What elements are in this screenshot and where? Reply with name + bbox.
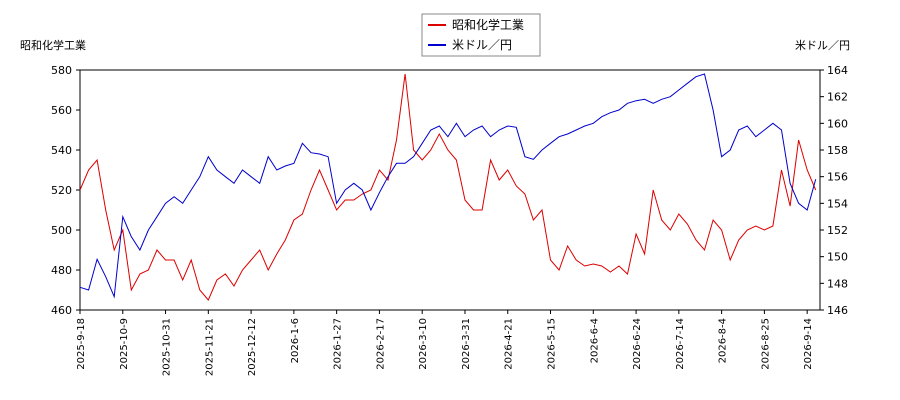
- y-tick-label: 520: [51, 184, 72, 197]
- y2-tick-label: 152: [827, 224, 848, 237]
- x-tick-label: 2026-6-4: [589, 318, 600, 363]
- y2-axis-title: 米ドル／円: [795, 39, 850, 52]
- y-tick-label: 580: [51, 64, 72, 77]
- x-tick-label: 2026-8-4: [718, 318, 729, 363]
- series-line: [79, 73, 817, 301]
- x-tick-label: 2026-9-14: [803, 318, 814, 370]
- x-tick-label: 2025-12-12: [247, 318, 258, 376]
- y2-tick-label: 156: [827, 171, 848, 184]
- y-tick-label: 460: [51, 304, 72, 317]
- x-tick-label: 2025-10-9: [119, 318, 130, 370]
- legend-box: [421, 13, 541, 57]
- y2-tick-label: 150: [827, 251, 848, 264]
- y-axis-title: 昭和化学工業: [20, 38, 86, 52]
- series-line: [79, 73, 817, 299]
- legend-label: 米ドル／円: [452, 38, 512, 52]
- x-tick-label: 2026-2-17: [375, 318, 386, 370]
- x-tick-label: 2025-9-18: [76, 318, 87, 370]
- legend-label: 昭和化学工業: [452, 17, 524, 32]
- y-tick-label: 500: [51, 224, 72, 237]
- x-tick-label: 2025-11-21: [204, 318, 215, 376]
- x-tick-label: 2026-4-21: [504, 318, 515, 370]
- y2-tick-label: 154: [827, 197, 848, 210]
- y-tick-label: 560: [51, 104, 72, 117]
- y2-tick-label: 148: [827, 277, 848, 290]
- x-tick-label: 2025-10-31: [162, 318, 173, 376]
- y-tick-label: 540: [51, 144, 72, 157]
- y-tick-label: 480: [51, 264, 72, 277]
- x-tick-label: 2026-8-25: [760, 318, 771, 370]
- x-tick-label: 2026-5-15: [547, 318, 558, 370]
- x-tick-label: 2026-1-6: [290, 318, 301, 363]
- x-tick-label: 2026-6-24: [632, 318, 643, 370]
- y2-tick-label: 160: [827, 117, 848, 130]
- x-tick-label: 2026-1-27: [333, 318, 344, 370]
- x-tick-label: 2026-3-31: [461, 318, 472, 370]
- y2-tick-label: 158: [827, 144, 848, 157]
- y2-tick-label: 146: [827, 304, 848, 317]
- x-tick-label: 2026-7-14: [675, 318, 686, 370]
- y2-tick-label: 164: [827, 64, 848, 77]
- x-tick-label: 2026-3-10: [418, 318, 429, 370]
- y2-tick-label: 162: [827, 91, 848, 104]
